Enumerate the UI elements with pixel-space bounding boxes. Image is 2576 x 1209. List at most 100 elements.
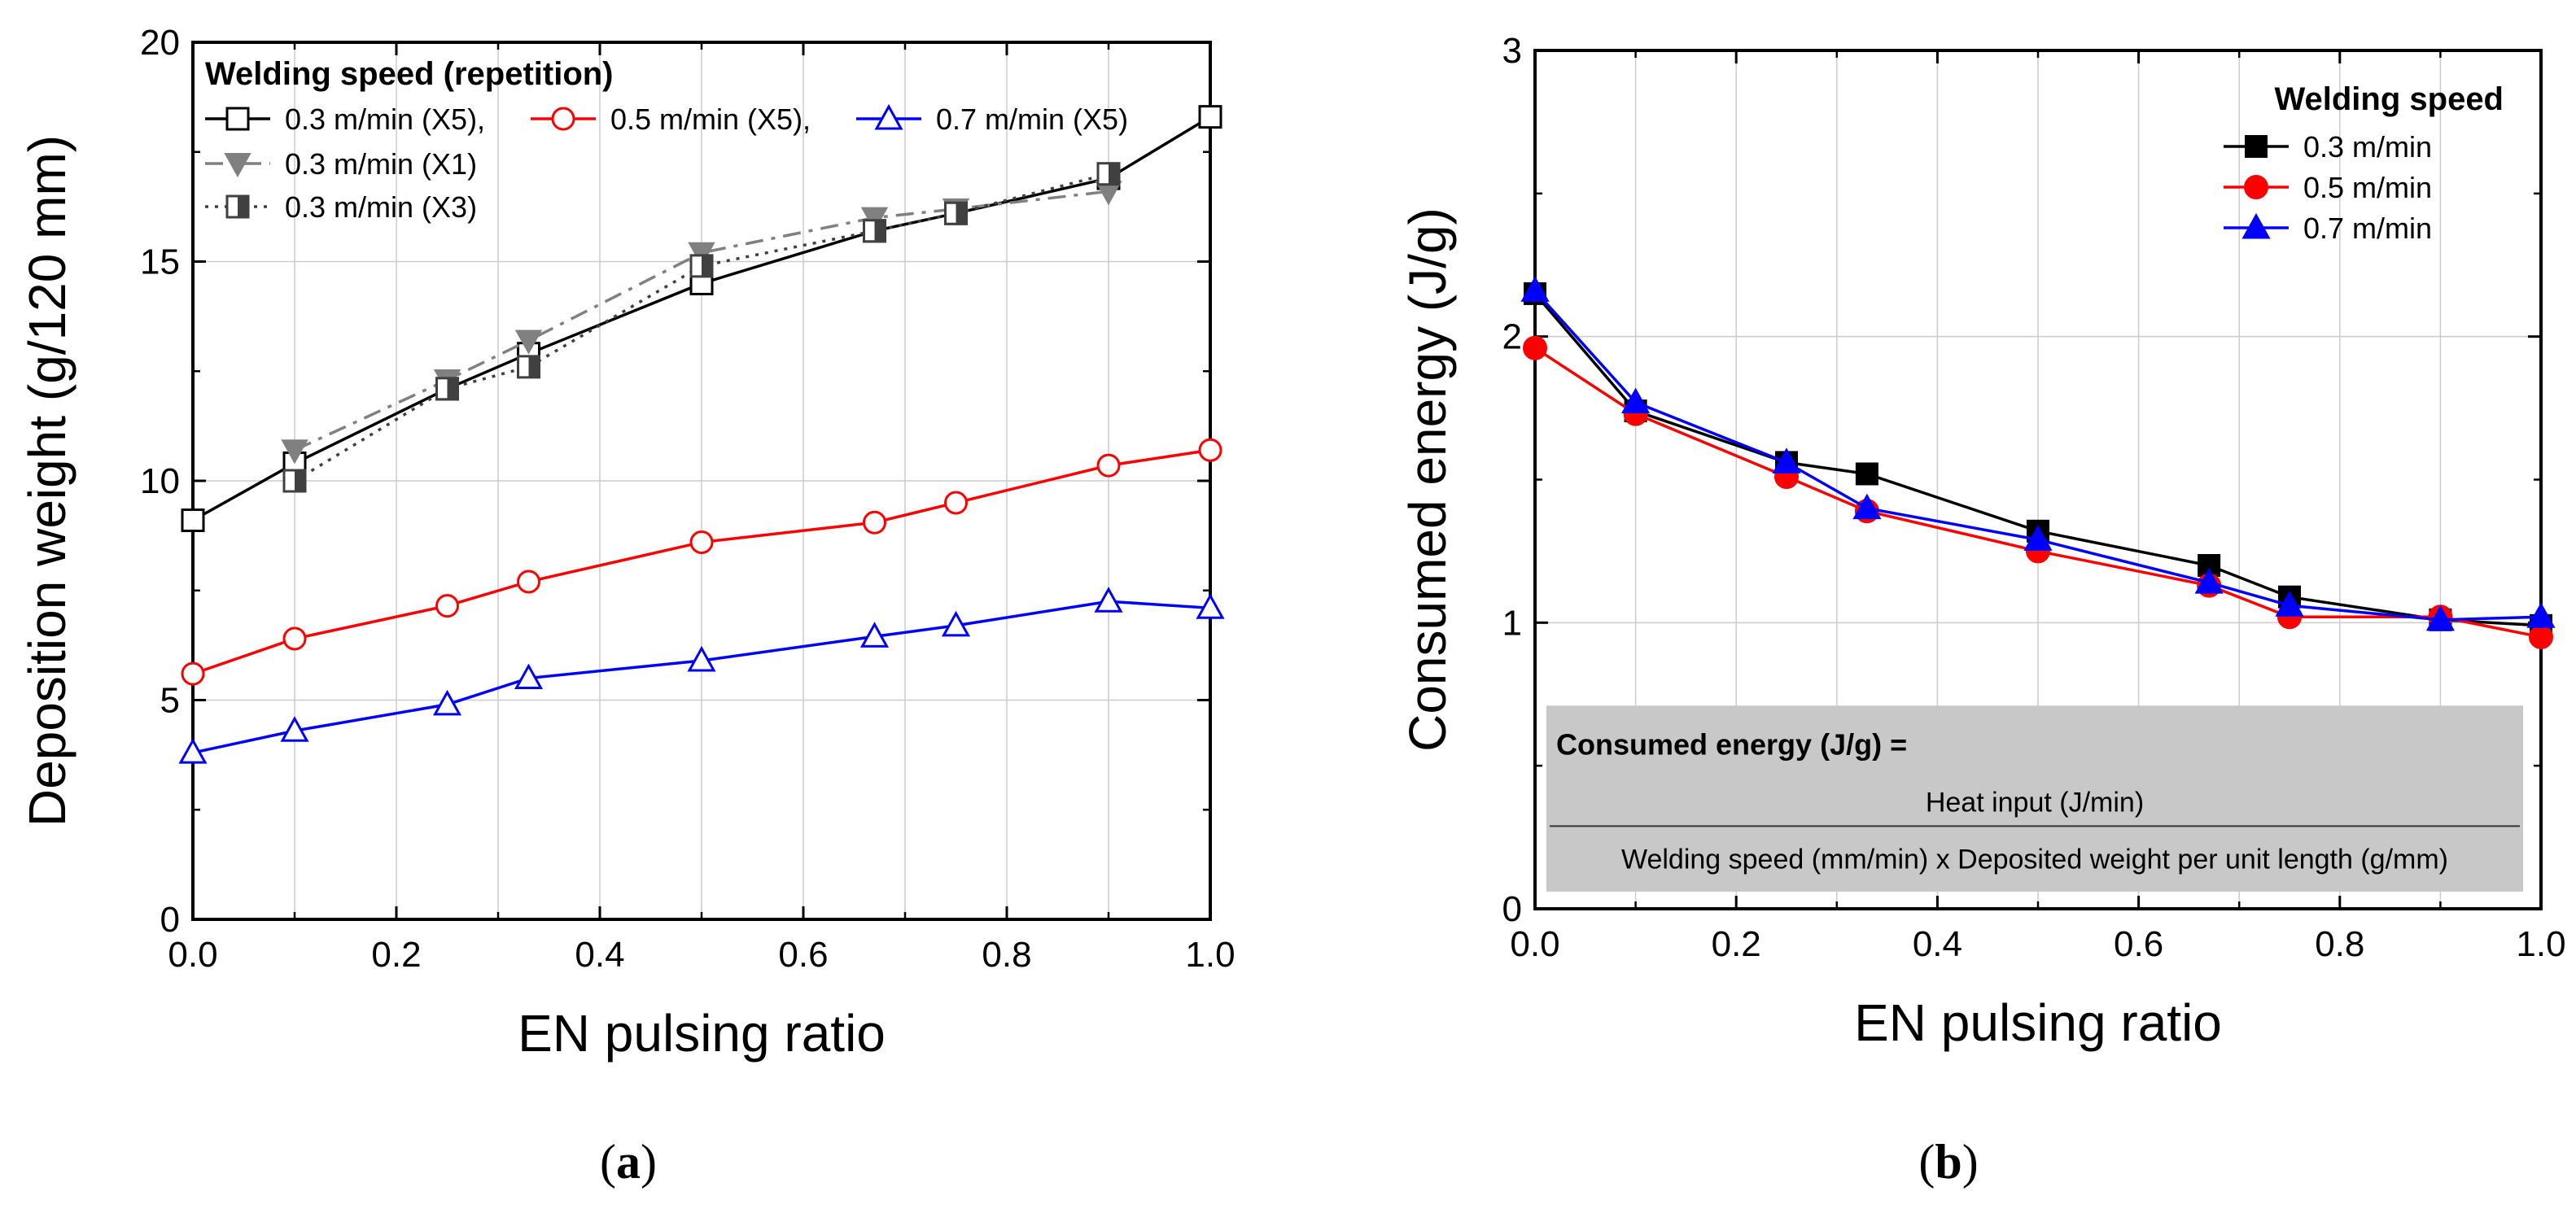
data-point [941,610,971,637]
legend: Welding speed 0.3 m/min 0.5 m/min 0.7 m/min [2224,81,2504,245]
data-point [1855,462,1878,486]
data-point [2425,604,2455,631]
series-3 [1520,276,2556,631]
legend-title: Welding speed [2274,81,2504,117]
y-tick-label: 1 [1502,603,1522,643]
data-point [689,254,714,278]
legend-label: 0.3 m/min (X3) [285,190,477,224]
data-point [944,491,968,515]
x-tick-label: 0.8 [2315,924,2364,964]
data-point [1852,493,1882,520]
legend: Welding speed (repetition) 0.3 m/min (X5)… [205,56,1128,224]
y-axis-label: Deposition weight (g/120 mm) [18,135,77,827]
legend-marker [2245,135,2268,158]
data-point [1096,453,1121,478]
data-point [1198,105,1222,129]
legend-marker [874,103,903,130]
data-point [2526,602,2556,628]
data-point [282,469,307,493]
x-tick-label: 0.2 [1712,924,1761,964]
y-tick-label: 20 [140,23,180,63]
x-axis-label: EN pulsing ratio [518,1004,886,1063]
data-point [2023,525,2053,551]
y-tick-label: 2 [1502,317,1522,357]
formula-box: Consumed energy (J/g) = Heat input (J/min… [1546,705,2523,892]
legend-item: 0.7 m/min (X5) [856,103,1128,136]
legend-label: 0.5 m/min (X5), [610,103,811,136]
formula-background [1546,705,2523,892]
x-tick-label: 0.6 [2114,924,2163,964]
y-tick-label: 10 [140,461,180,501]
data-point [282,626,307,651]
legend-label: 0.3 m/min (X5), [285,103,485,136]
formula-lhs: Consumed energy (J/g) = [1556,727,1907,761]
x-tick-label: 0.0 [168,935,217,975]
legend-label: 0.3 m/min (X1) [285,147,477,181]
legend-item: 0.5 m/min (X5), [531,103,811,136]
y-tick-label: 5 [160,681,180,721]
data-point [859,622,890,648]
y-tick-label: 0 [160,900,180,940]
series-3 [178,587,1225,764]
data-point [517,355,540,379]
panel-caption-letter: b [1935,1135,1962,1189]
y-tick-label: 0 [1502,889,1522,929]
panel-caption-letter: a [616,1135,641,1189]
data-point [1196,593,1225,619]
data-point [863,510,886,535]
data-point [863,219,886,243]
data-point [435,377,459,401]
x-tick-label: 0.4 [575,935,624,975]
data-point [1621,387,1651,414]
legend-label: 0.7 m/min [2303,212,2432,245]
data-point [689,530,714,554]
data-point [1772,447,1801,474]
legend-marker [225,107,250,131]
data-point [1520,276,1550,302]
data-point [687,645,716,672]
x-tick-label: 0.8 [982,935,1031,975]
legend-title: Welding speed (repetition) [205,56,614,92]
x-tick-label: 0.4 [1913,924,1962,964]
data-point [2529,624,2553,649]
data-point [178,738,208,764]
data-point [2275,591,2304,617]
legend-label: 0.3 m/min [2303,130,2432,164]
legend-marker [225,194,250,219]
legend-label: 0.7 m/min (X5) [936,103,1128,136]
x-tick-label: 0.0 [1510,924,1559,964]
y-tick-label: 3 [1502,31,1522,71]
data-point [432,689,462,716]
data-point [1094,587,1123,613]
chart-a: 0.0 0.2 0.4 0.6 0.8 1.0 0 5 10 15 20 EN pulsing rat… [18,23,1236,1063]
data-point [181,661,205,686]
data-point [517,570,540,594]
formula-numerator: Heat input (J/min) [1926,787,2144,818]
data-point [1198,438,1222,462]
data-point [1523,335,1547,360]
x-axis-label: EN pulsing ratio [1854,993,2222,1052]
y-axis-label: Consumed energy (J/g) [1398,207,1457,752]
legend-marker [551,107,575,131]
data-point [181,508,205,533]
legend-item: 0.5 m/min [2224,171,2432,204]
legend-item: 0.3 m/min (X1) [205,147,477,181]
legend-label: 0.5 m/min [2303,171,2432,204]
data-point [280,716,309,742]
panel-caption: (a) [600,1135,657,1189]
data-point [944,201,968,225]
x-tick-label: 0.6 [778,935,828,975]
legend-item: 0.3 m/min (X5), [205,103,485,136]
x-tick-label: 1.0 [2516,924,2565,964]
data-point [1096,162,1121,186]
data-point [281,439,308,465]
x-tick-label: 1.0 [1185,935,1235,975]
legend-marker [2241,212,2271,239]
panel-caption: (b) [1918,1135,1978,1189]
series-2 [181,438,1222,686]
legend-item: 0.3 m/min [2224,130,2432,164]
data-point [2194,568,2224,594]
legend-marker [2244,175,2268,199]
legend-item: 0.3 m/min (X3) [205,190,477,224]
